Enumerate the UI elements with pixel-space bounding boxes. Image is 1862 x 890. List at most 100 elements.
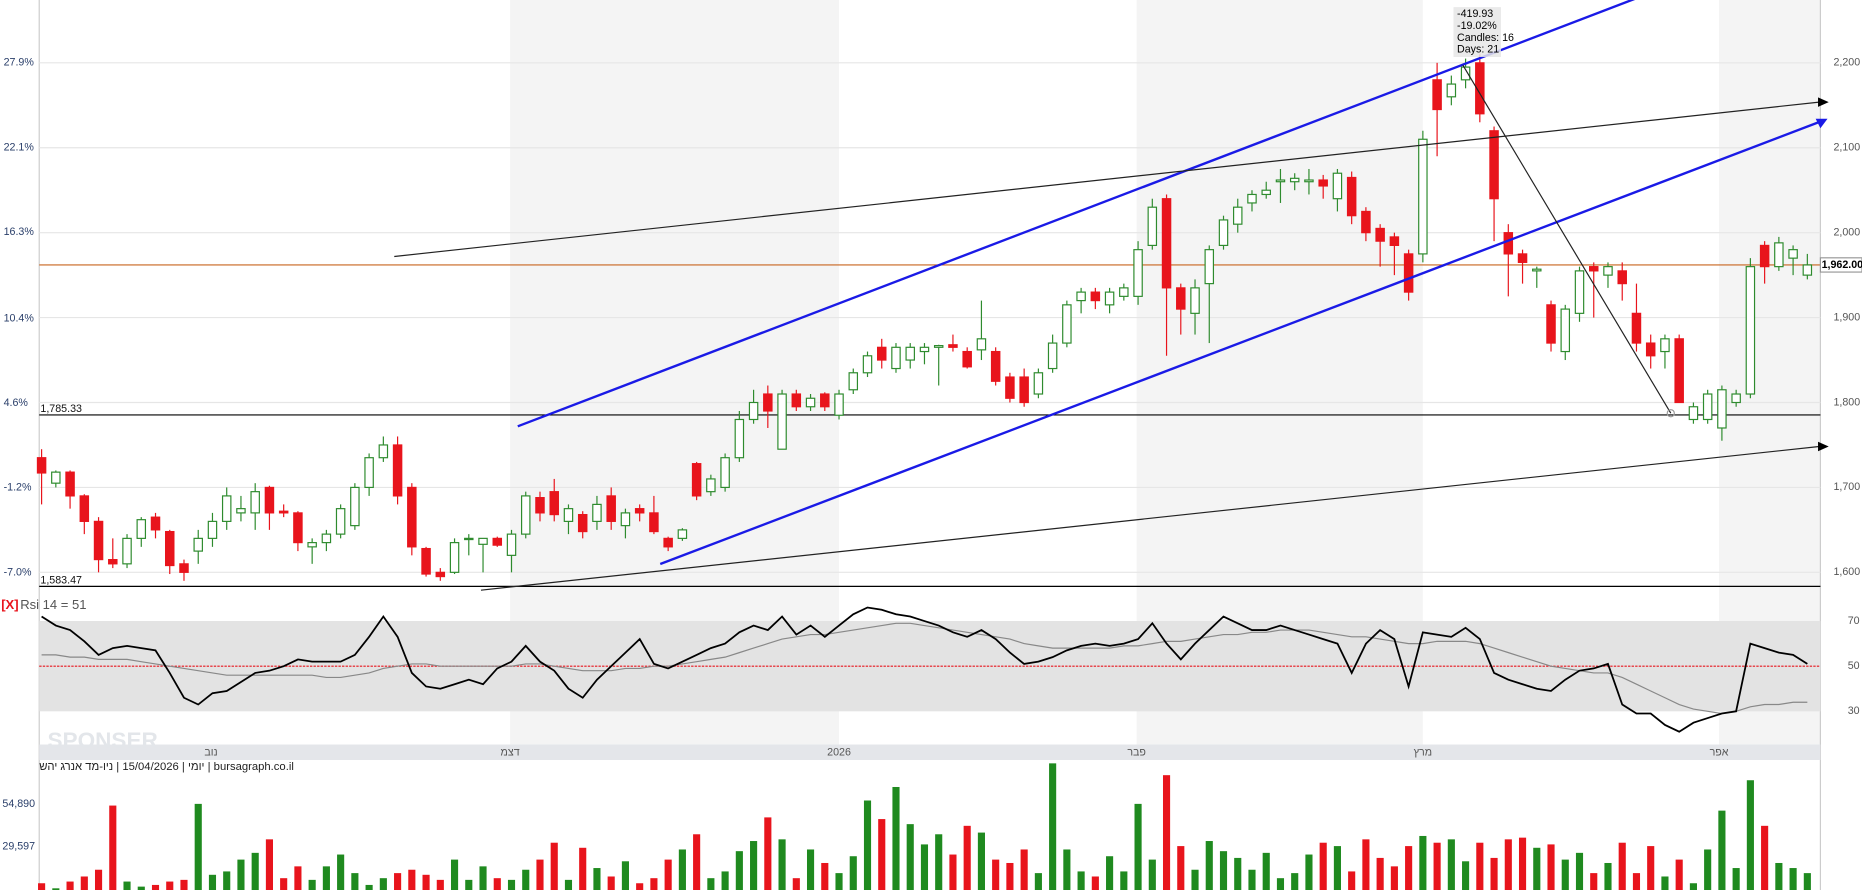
candle-body — [919, 346, 930, 353]
volume-bar — [1547, 844, 1555, 890]
candle-body — [1346, 176, 1357, 217]
candle-body — [1147, 206, 1158, 247]
candle-body — [1218, 219, 1229, 247]
candle-body — [1261, 189, 1271, 196]
volume-bar — [792, 878, 800, 890]
candle-body — [264, 486, 275, 514]
candle-body — [834, 393, 844, 416]
candle-body — [321, 533, 332, 544]
volume-bar — [1575, 852, 1584, 890]
month-band — [1136, 0, 1423, 745]
volume-bar — [1462, 861, 1470, 890]
candle-body — [606, 495, 616, 522]
volume-bar — [123, 881, 131, 890]
volume-bar — [1632, 873, 1641, 890]
candle-body — [777, 393, 787, 450]
volume-bar — [1476, 842, 1484, 890]
candle-body — [307, 542, 317, 548]
candle-body — [65, 471, 75, 497]
candle-body — [1631, 312, 1642, 344]
volume-bar — [237, 859, 245, 890]
volume-bar — [1775, 862, 1783, 890]
volume-bar — [422, 874, 430, 890]
candle-body — [1717, 389, 1727, 429]
volume-bar — [465, 879, 473, 890]
volume-bar — [493, 878, 501, 890]
volume-bar — [1447, 839, 1455, 890]
candle-body — [207, 520, 218, 539]
candle-body — [876, 346, 887, 361]
measure-line — [1462, 65, 1672, 414]
volume-bar — [1718, 810, 1726, 890]
volume-bar — [1333, 846, 1341, 890]
rsi-tick-label: 50 — [1848, 660, 1860, 672]
measure-point — [1666, 409, 1675, 418]
volume-bar — [693, 834, 701, 890]
candle-body — [634, 508, 645, 514]
candle-body — [407, 486, 417, 548]
volume-bar — [1390, 866, 1398, 890]
volume-bar — [1148, 859, 1156, 890]
y2-tick-label: 4.6% — [4, 397, 29, 409]
volume-bar — [806, 849, 815, 890]
level-label: 1,785.33 — [40, 403, 82, 415]
volume-bar — [351, 873, 359, 890]
y-tick-label: 2,200 — [1833, 57, 1860, 69]
candle-body — [1517, 253, 1528, 263]
candle-body — [1603, 266, 1613, 276]
candle-body — [1161, 198, 1172, 289]
volume-bar — [1134, 803, 1142, 890]
x-tick-label: 2026 — [827, 747, 851, 759]
channel-line — [517, 0, 1636, 428]
volume-bar — [479, 866, 487, 890]
volume-bar — [1504, 839, 1512, 890]
candle-body — [848, 372, 859, 391]
candle-body — [649, 512, 659, 533]
volume-bar — [536, 859, 544, 890]
volume-bar — [322, 866, 330, 890]
candle-body — [962, 350, 972, 368]
candle-body — [165, 530, 175, 567]
candle-body — [36, 457, 47, 474]
candle-body — [1247, 193, 1257, 204]
candle-body — [748, 401, 759, 421]
volume-bar — [1689, 883, 1697, 890]
candle-body — [891, 346, 901, 370]
candle-body — [592, 503, 602, 522]
volume-bar — [436, 879, 444, 890]
footer: יומי | 15/04/2026 | ניו-מד אנרג יהש | bu… — [39, 761, 294, 773]
candle-body — [1119, 287, 1129, 297]
volume-bar — [550, 842, 558, 890]
candle-body — [1731, 393, 1741, 404]
volume-bar — [593, 868, 601, 890]
candle-body — [1104, 291, 1115, 306]
volume-bar — [664, 859, 672, 890]
arrow-head — [1818, 441, 1829, 452]
candle-body — [478, 537, 488, 545]
y-tick-label: 2,000 — [1833, 226, 1860, 238]
volume-bar — [1376, 857, 1384, 890]
volume-bar — [1405, 846, 1413, 890]
candle-body — [506, 533, 517, 556]
annotation-line: -19.02% — [1457, 20, 1497, 32]
candle-body — [1318, 179, 1328, 187]
candle-body — [449, 542, 460, 573]
candle-body — [378, 444, 389, 459]
candle-body — [1645, 342, 1656, 357]
candle-body — [221, 495, 232, 522]
candle-body — [549, 491, 559, 516]
volume-bar — [636, 883, 644, 890]
volume-bar — [1248, 869, 1256, 890]
volume-bar — [992, 859, 1000, 890]
volume-bar — [38, 883, 46, 890]
annotation-line: Days: 21 — [1457, 44, 1499, 56]
candle-body — [435, 571, 446, 578]
volume-bar — [223, 871, 231, 890]
volume-bar — [650, 878, 658, 890]
x-tick-label: פבר — [1127, 747, 1146, 759]
rsi-close[interactable]: [X] — [1, 597, 18, 612]
volume-bar — [949, 854, 957, 890]
annotation-line: Candles: 16 — [1457, 32, 1514, 44]
y2-tick-label: 10.4% — [4, 312, 35, 324]
